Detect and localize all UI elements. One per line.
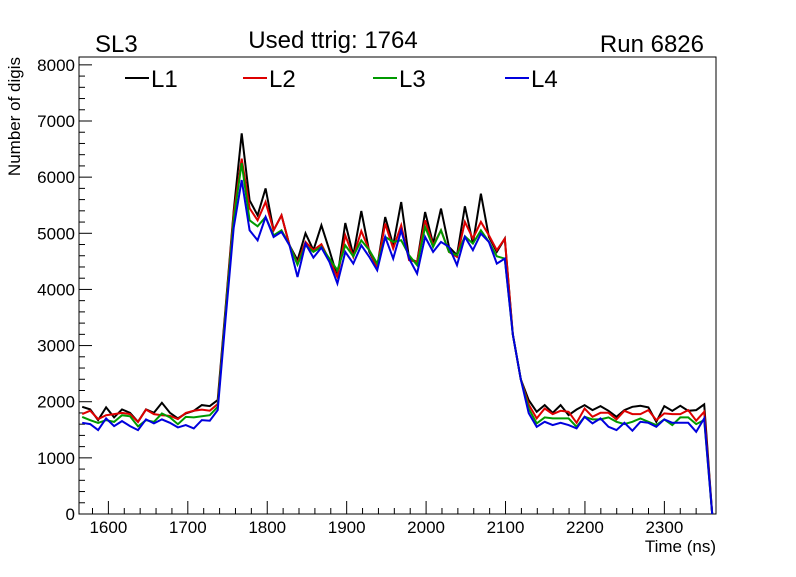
- x-tick-label: 1600: [89, 518, 127, 537]
- legend-label: L1: [151, 66, 178, 93]
- y-tick-label: 0: [66, 505, 75, 524]
- series-line-l2: [81, 158, 714, 515]
- y-tick-label: 2000: [37, 393, 75, 412]
- y-tick-label: 1000: [37, 449, 75, 468]
- plot-frame: [78, 56, 717, 515]
- series-line-l4: [82, 179, 714, 515]
- y-tick-label: 7000: [37, 112, 75, 131]
- series-line-l3: [81, 162, 714, 515]
- legend: L1 L2 L3 L4: [125, 66, 558, 93]
- legend-entry-l1: L1: [125, 66, 178, 93]
- legend-entry-l3: L3: [373, 66, 426, 93]
- title-left: SL3: [95, 31, 138, 58]
- x-tick-label: 1800: [248, 518, 286, 537]
- legend-label: L4: [531, 66, 558, 93]
- title-right: Run 6826: [600, 31, 704, 58]
- y-axis-label: Number of digis: [5, 57, 24, 176]
- y-tick-label: 3000: [37, 337, 75, 356]
- series-line-l1: [81, 133, 714, 515]
- x-tick-label: 1900: [328, 518, 366, 537]
- y-tick-label: 5000: [37, 224, 75, 243]
- axis-ticks: 0 1000 2000 3000 4000 5000 6000 7000 8000 1600 170…: [37, 56, 713, 537]
- x-tick-label: 2000: [407, 518, 445, 537]
- series-group: [81, 133, 714, 515]
- x-axis-label: Time (ns): [645, 537, 716, 556]
- legend-entry-l2: L2: [243, 66, 296, 93]
- y-tick-label: 6000: [37, 168, 75, 187]
- y-tick-label: 8000: [37, 56, 75, 75]
- x-tick-label: 2100: [487, 518, 525, 537]
- legend-entry-l4: L4: [505, 66, 558, 93]
- legend-label: L3: [399, 66, 426, 93]
- x-tick-label: 1700: [169, 518, 207, 537]
- x-tick-label: 2200: [566, 518, 604, 537]
- legend-label: L2: [269, 66, 296, 93]
- y-tick-label: 4000: [37, 280, 75, 299]
- chart-title: Used ttrig: 1764: [248, 27, 417, 54]
- x-tick-label: 2300: [645, 518, 683, 537]
